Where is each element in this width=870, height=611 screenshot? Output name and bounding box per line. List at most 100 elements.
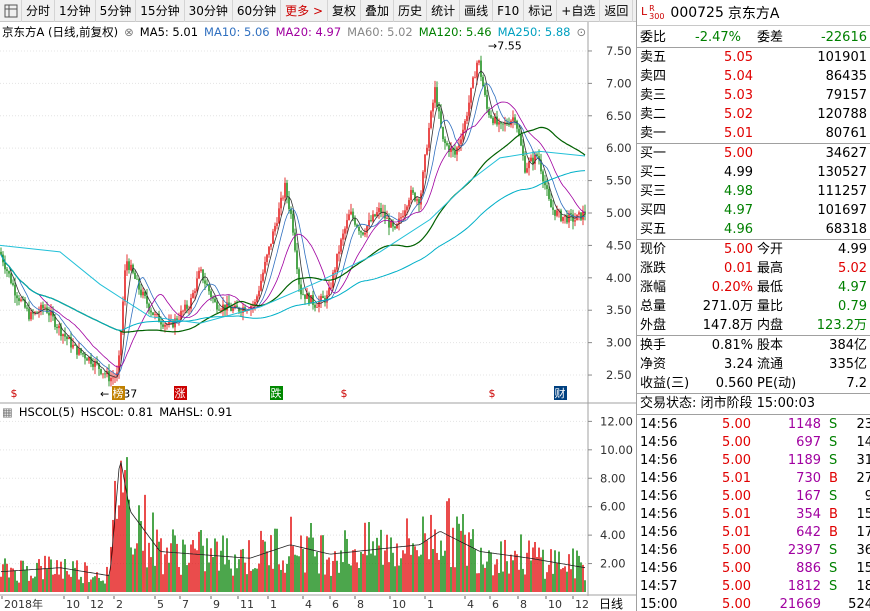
tick-count: 23 [856, 417, 870, 432]
mark-button[interactable]: 标记 [524, 0, 558, 22]
candle-body [150, 310, 152, 313]
event-marker[interactable]: 财 [554, 386, 567, 400]
statistics-button[interactable]: 统计 [427, 0, 461, 22]
turnover-bar [74, 567, 76, 592]
restore-rights-button[interactable]: 复权 [328, 0, 362, 22]
turnover-chart[interactable]: 12.00 10.00 8.00 6.00 4.00 2.00 ▦ HSCOL(5) HS… [0, 404, 636, 596]
turnover-bar [156, 529, 158, 592]
candle-body [164, 324, 166, 327]
turnover-bar [584, 580, 586, 592]
turnover-bar [406, 518, 408, 592]
settings-icon[interactable]: ⊙ [576, 25, 587, 39]
candle-body [384, 211, 386, 219]
candle-body [84, 354, 86, 359]
fundamental-label: PE(动) [757, 376, 797, 391]
candle-body [418, 199, 420, 205]
history-button[interactable]: 历史 [394, 0, 428, 22]
tab-intraday[interactable]: 分时 [22, 0, 56, 22]
turnover-canvas[interactable]: 12.00 10.00 8.00 6.00 4.00 2.00 [0, 404, 636, 596]
tab-1min[interactable]: 1分钟 [55, 0, 96, 22]
tab-30min[interactable]: 30分钟 [185, 0, 233, 22]
turnover-bar [340, 550, 342, 592]
turnover-bar [264, 541, 266, 592]
turnover-bar [38, 559, 40, 592]
turnover-bar [554, 550, 556, 592]
candle-body [416, 199, 418, 201]
kline-chart[interactable]: 7.50 7.00 6.50 6.00 5.50 5.00 4.50 4.00 3.50 3.00… [0, 22, 636, 404]
event-marker[interactable]: $ [341, 387, 348, 400]
candle-body [316, 306, 318, 308]
event-marker[interactable]: 榜 [112, 386, 125, 400]
turnover-bar [154, 565, 156, 592]
f10-button[interactable]: F10 [493, 0, 525, 22]
close-icon[interactable]: ⊗ [124, 25, 134, 39]
turnover-bar [576, 550, 578, 592]
turnover-bar [80, 576, 82, 592]
stat-label: 今开 [757, 242, 784, 257]
turnover-bar [282, 560, 284, 592]
tab-5min[interactable]: 5分钟 [96, 0, 137, 22]
tick-side: S [829, 561, 838, 576]
candle-body [472, 77, 474, 88]
turnover-bar [64, 559, 66, 592]
time-axis: 2018年 10 12 2 5 7 9 11 1 4 6 8 10 1 4 6 8 10 12 日线 [0, 596, 636, 611]
turnover-bar [188, 562, 190, 592]
time-tick-label: 8 [357, 598, 364, 611]
candle-body [22, 299, 24, 301]
tick-price: 5.01 [722, 525, 751, 540]
candle-body [540, 159, 542, 172]
turnover-bar [28, 580, 30, 592]
candle-body [78, 348, 80, 355]
more-periods-button[interactable]: 更多 > [281, 0, 329, 22]
stat-row: 涨幅 0.20% 最低 4.97 [637, 278, 870, 297]
candle-body [134, 272, 136, 279]
time-tick-label: 5 [157, 598, 164, 611]
turnover-bar [336, 560, 338, 592]
turnover-bar [572, 548, 574, 592]
turnover-bar [570, 569, 572, 592]
tab-60min[interactable]: 60分钟 [233, 0, 282, 22]
period-label[interactable]: 日线 [599, 597, 623, 611]
turnover-bar [96, 572, 98, 592]
draw-line-button[interactable]: 画线 [460, 0, 494, 22]
kline-canvas[interactable]: 7.50 7.00 6.50 6.00 5.50 5.00 4.50 4.00 3.50 3.00… [0, 22, 636, 404]
candle-body [338, 251, 340, 254]
grid-icon-button[interactable] [0, 0, 22, 22]
time-tick-label: 6 [492, 598, 499, 611]
event-marker[interactable]: $ [11, 387, 18, 400]
candle-body [438, 106, 440, 112]
turnover-bar [434, 529, 436, 592]
stat-label: 最低 [757, 280, 784, 295]
stat-value: 4.97 [838, 280, 867, 295]
turnover-bar [72, 561, 74, 592]
turnover-bar [226, 538, 228, 592]
candle-body [210, 291, 212, 298]
candle-body [176, 318, 178, 321]
turnover-tick-label: 12.00 [600, 414, 633, 428]
event-marker[interactable]: 涨 [174, 386, 187, 400]
overlay-button[interactable]: 叠加 [361, 0, 395, 22]
candle-body [404, 210, 406, 216]
candle-body [386, 218, 388, 220]
event-marker[interactable]: $ [489, 387, 496, 400]
event-marker[interactable]: 跌 [270, 386, 283, 400]
candle-body [334, 269, 336, 273]
candle-body [554, 209, 556, 216]
turnover-bar [568, 554, 570, 592]
tick-count: 15 [856, 561, 870, 576]
price-tick-label: 3.50 [606, 303, 632, 317]
turnover-bar [118, 505, 120, 592]
back-button[interactable]: 返回 [600, 0, 634, 22]
candle-body [492, 117, 494, 124]
turnover-bar [238, 559, 240, 592]
tab-15min[interactable]: 15分钟 [136, 0, 185, 22]
turnover-bar [22, 560, 24, 592]
candle-body [448, 145, 450, 152]
tick-side: S [829, 579, 838, 594]
candle-body [330, 287, 332, 289]
candle-body [154, 314, 156, 316]
add-watchlist-button[interactable]: +自选 [557, 0, 601, 22]
turnover-bar [564, 566, 566, 592]
candle-body [544, 181, 546, 186]
tick-price: 5.01 [722, 507, 751, 522]
